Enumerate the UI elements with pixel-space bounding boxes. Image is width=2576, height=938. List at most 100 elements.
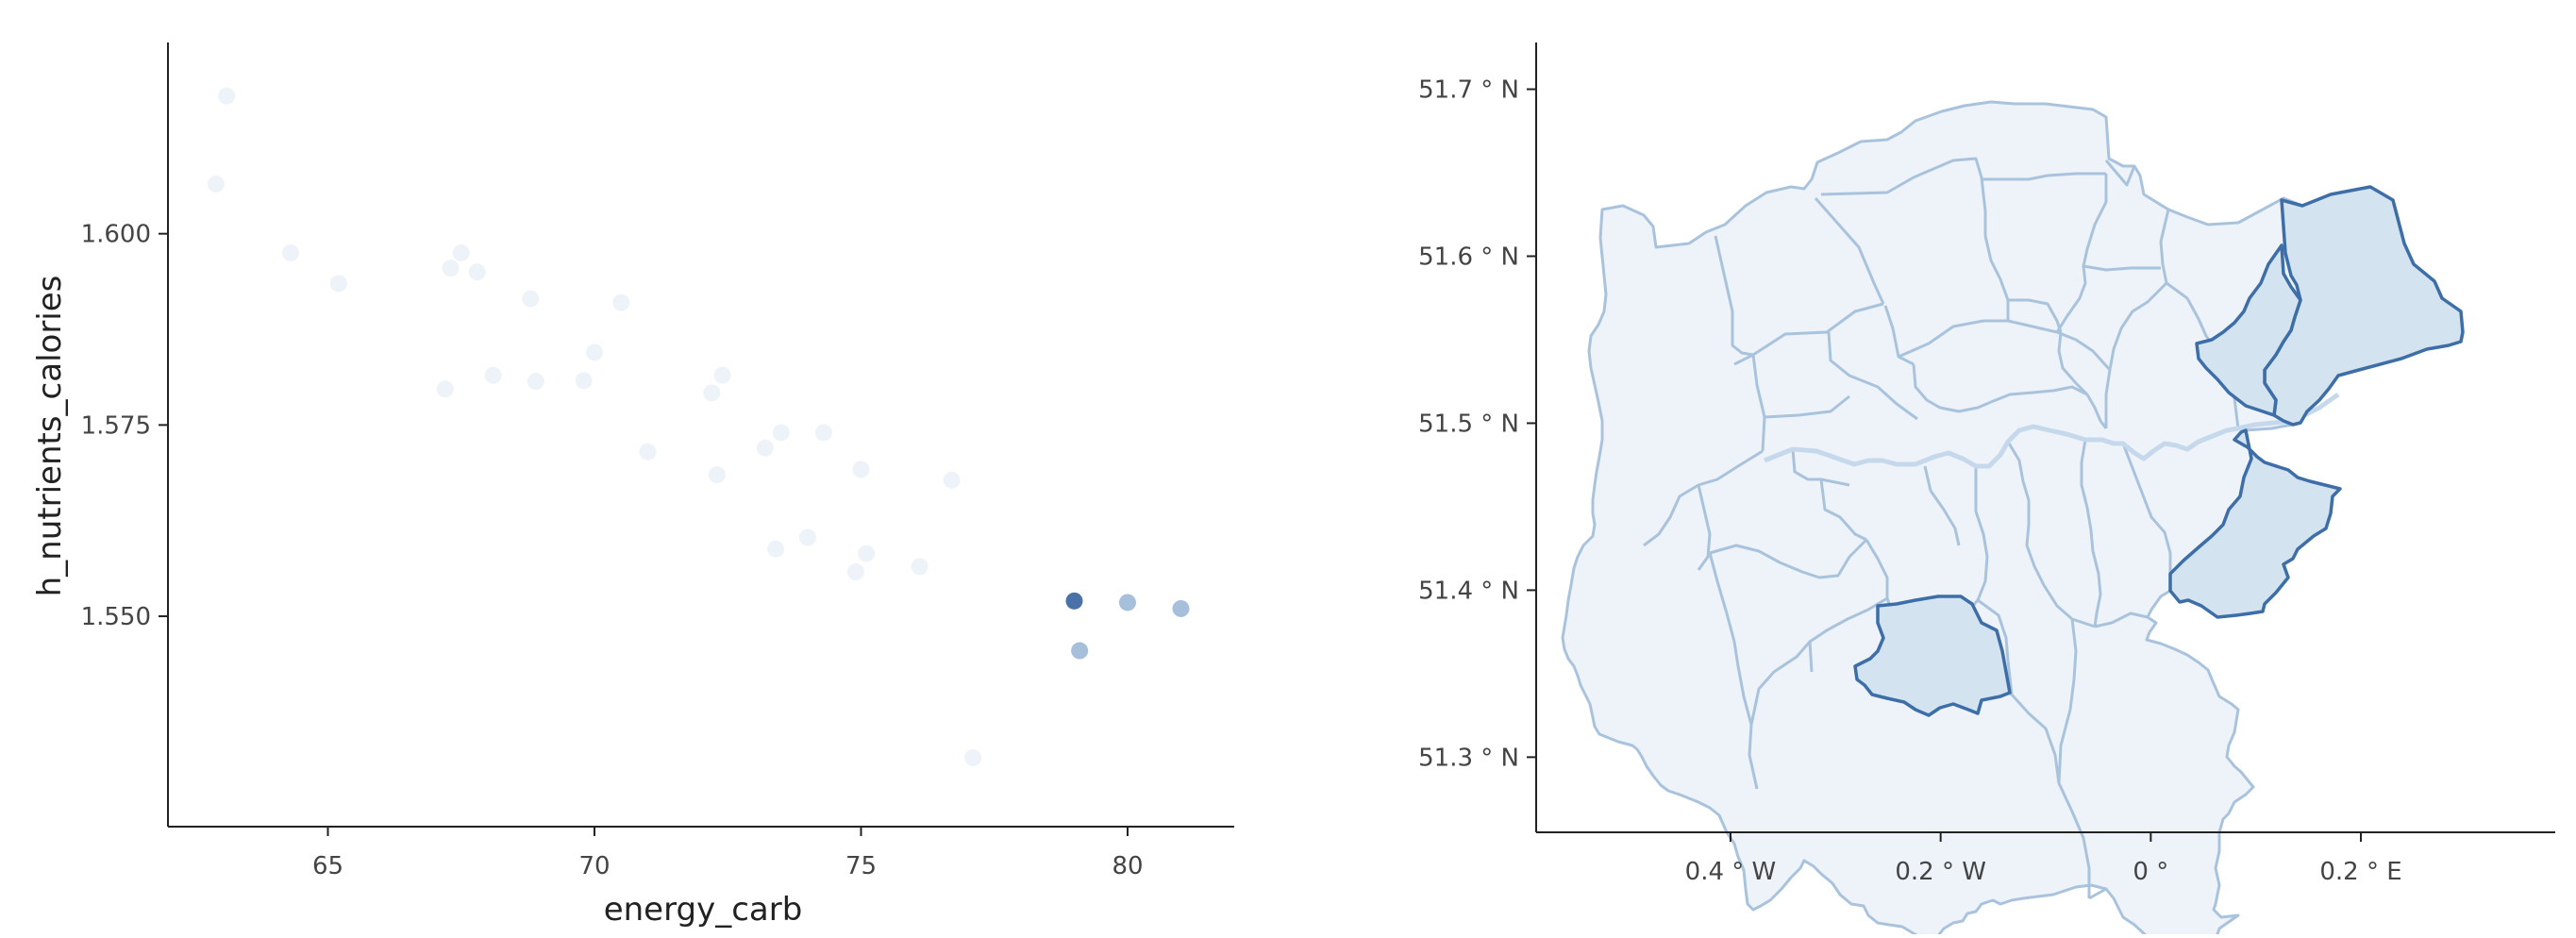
- borough-border: [2057, 618, 2078, 784]
- london-map: 0.4 ° W 0.2 ° W 0 ° 0.2 ° E 51.3 ° N 51.4 ° …: [1418, 42, 2555, 938]
- scatter-y-ticks: 1.550 1.575 1.600: [81, 221, 168, 631]
- scatter-x-axis-title: energy_carb: [604, 891, 803, 929]
- scatter-point[interactable]: [814, 424, 832, 442]
- scatter-point[interactable]: [943, 471, 961, 489]
- scatter-y-tick-label: 1.550: [81, 603, 151, 631]
- scatter-point[interactable]: [612, 293, 630, 311]
- borough-border: [1883, 305, 1915, 366]
- borough-border: [2082, 174, 2108, 267]
- borough-border: [2088, 887, 2107, 900]
- scatter-points: [207, 87, 1190, 767]
- map-lat-tick-label: 51.6 ° N: [1418, 243, 1519, 272]
- borough-border: [2056, 330, 2112, 372]
- scatter-point-selected[interactable]: [1119, 594, 1136, 611]
- scatter-x-ticks: 65 70 75 80: [312, 827, 1144, 880]
- borough-border: [1977, 598, 2014, 695]
- map-lat-tick-label: 51.3 ° N: [1418, 744, 1519, 772]
- borough-border: [1898, 319, 2058, 359]
- scatter-point[interactable]: [575, 372, 593, 390]
- borough-border: [2121, 443, 2172, 591]
- scatter-x-tick-label: 75: [845, 852, 877, 880]
- borough-border: [1912, 363, 1992, 413]
- borough-border: [1974, 466, 1989, 601]
- borough-border: [1923, 465, 1961, 546]
- map-lat-tick-label: 51.4 ° N: [1418, 577, 1519, 605]
- borough-border: [1643, 449, 1764, 547]
- scatter-point[interactable]: [799, 528, 816, 546]
- map-lon-tick-label: 0.2 ° W: [1895, 858, 1986, 886]
- scatter-point[interactable]: [484, 366, 502, 384]
- map-lon-ticks: 0.4 ° W 0.2 ° W 0 ° 0.2 ° E: [1685, 832, 2402, 886]
- scatter-point-selected[interactable]: [1065, 592, 1083, 610]
- borough-border: [1697, 484, 1712, 571]
- scatter-point[interactable]: [767, 540, 785, 558]
- borough-border: [1749, 641, 1812, 726]
- borough-border: [2055, 264, 2161, 333]
- map-lat-tick-label: 51.7 ° N: [1418, 76, 1519, 105]
- scatter-point[interactable]: [911, 558, 928, 576]
- borough-border: [1709, 538, 1868, 579]
- scatter-point[interactable]: [713, 366, 731, 384]
- borough-border: [2080, 439, 2102, 628]
- scatter-point[interactable]: [639, 443, 657, 461]
- scatter-y-tick-label: 1.575: [81, 411, 151, 440]
- borough-border: [1708, 552, 1759, 790]
- borough-border: [1982, 172, 2106, 181]
- map-lat-ticks: 51.3 ° N 51.4 ° N 51.5 ° N 51.6 ° N 51.7 ° N: [1418, 76, 1536, 772]
- scatter-point[interactable]: [772, 424, 790, 442]
- highlighted-boroughs: [1853, 185, 2465, 717]
- scatter-point[interactable]: [218, 87, 236, 105]
- scatter-point[interactable]: [281, 243, 299, 261]
- borough-border: [2008, 298, 2063, 333]
- scatter-point-selected[interactable]: [1172, 599, 1190, 617]
- borough-border: [1819, 478, 1867, 542]
- thames-river: [1764, 392, 2340, 469]
- scatter-point[interactable]: [586, 343, 603, 361]
- borough-border: [2057, 331, 2089, 396]
- borough-border: [2006, 441, 2096, 628]
- borough-border: [1714, 235, 1754, 357]
- borough-border: [1808, 596, 1888, 673]
- borough-border: [2085, 394, 2108, 429]
- borough-border: [1814, 197, 1885, 305]
- borough-border: [1990, 385, 2088, 404]
- scatter-x-tick-label: 65: [312, 852, 343, 880]
- scatter-point[interactable]: [852, 461, 870, 478]
- borough-border: [2104, 159, 2136, 187]
- borough-border: [1751, 354, 1766, 452]
- scatter-x-tick-label: 80: [1112, 852, 1143, 880]
- map-lon-tick-label: 0.4 ° W: [1685, 858, 1777, 886]
- highlighted-borough[interactable]: [1853, 595, 2012, 717]
- scatter-x-tick-label: 70: [578, 852, 610, 880]
- scatter-point[interactable]: [858, 544, 876, 562]
- scatter-y-axis-title: h_nutrients_calories: [31, 276, 69, 597]
- scatter-point[interactable]: [846, 563, 864, 581]
- scatter-point[interactable]: [964, 749, 982, 767]
- highlighted-borough[interactable]: [2168, 428, 2342, 619]
- scatter-y-tick-label: 1.600: [81, 221, 151, 249]
- map-lon-tick-label: 0.2 ° E: [2319, 858, 2401, 886]
- borough-border: [2094, 611, 2149, 628]
- scatter-point[interactable]: [522, 290, 540, 308]
- borough-border: [1827, 331, 1918, 421]
- map-lon-tick-label: 0 °: [2133, 858, 2168, 886]
- scatter-point[interactable]: [442, 260, 460, 277]
- scatter-point[interactable]: [756, 439, 774, 457]
- scatter-point[interactable]: [708, 466, 726, 484]
- borough-border: [1764, 394, 1850, 419]
- borough-border: [1733, 302, 1884, 366]
- highlighted-borough[interactable]: [2195, 243, 2302, 417]
- scatter-point[interactable]: [329, 275, 347, 293]
- scatter-point[interactable]: [452, 243, 470, 261]
- scatter-point[interactable]: [527, 373, 544, 391]
- borough-border: [1820, 157, 1987, 236]
- scatter-plot: 65 70 75 80 1.550 1.575 1.600 energy_carb h_n…: [31, 42, 1234, 929]
- scatter-point[interactable]: [703, 384, 721, 402]
- scatter-point[interactable]: [207, 175, 225, 193]
- scatter-point-selected[interactable]: [1071, 642, 1089, 660]
- scatter-point[interactable]: [468, 263, 486, 281]
- borough-border: [2104, 281, 2168, 428]
- scatter-point[interactable]: [436, 380, 454, 398]
